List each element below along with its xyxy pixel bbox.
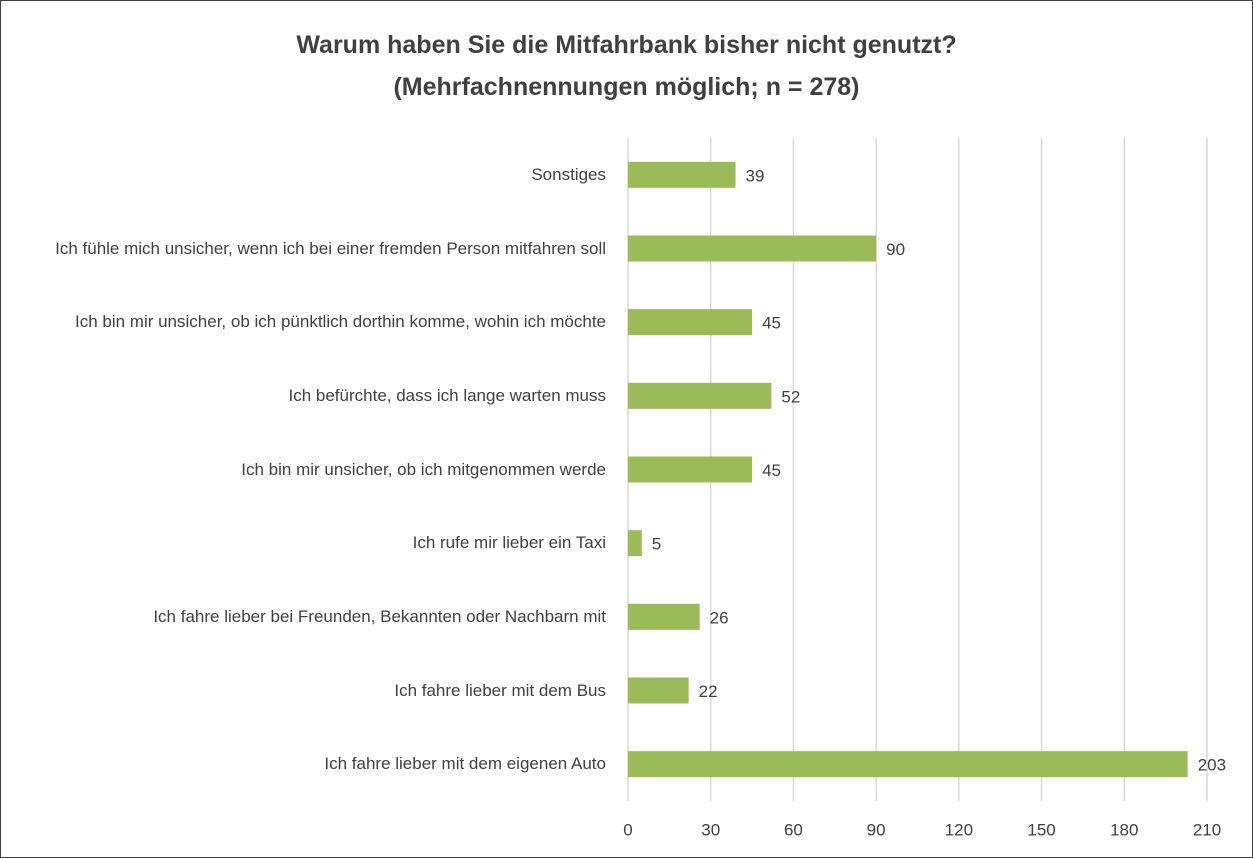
x-tick-label: 0: [623, 820, 632, 839]
data-label: 45: [762, 314, 781, 333]
y-tick-label: Ich rufe mir lieber ein Taxi: [412, 533, 606, 553]
data-label: 203: [1198, 756, 1226, 775]
data-label: 26: [710, 608, 729, 627]
y-tick-label: Ich fahre lieber mit dem eigenen Auto: [324, 754, 606, 774]
data-label: 52: [781, 387, 800, 406]
data-label: 90: [886, 240, 905, 259]
y-tick-label: Ich fahre lieber bei Freunden, Bekannten…: [153, 606, 606, 626]
bar: [628, 456, 753, 483]
data-label: 22: [699, 682, 718, 701]
bar: [628, 530, 642, 557]
bar: [628, 382, 772, 409]
x-tick-label: 30: [701, 820, 720, 839]
bar: [628, 161, 736, 188]
x-tick-label: 60: [784, 820, 803, 839]
y-tick-label: Ich bin mir unsicher, ob ich mitgenommen…: [241, 459, 606, 479]
x-tick-label: 90: [867, 820, 886, 839]
bar: [628, 677, 689, 704]
y-tick-label: Ich fühle mich unsicher, wenn ich bei ei…: [55, 238, 606, 258]
data-label: 5: [652, 535, 661, 554]
y-tick-label: Ich fahre lieber mit dem Bus: [394, 680, 606, 700]
bar: [628, 751, 1188, 778]
bar: [628, 235, 877, 262]
chart-subtitle: (Mehrfachnennungen möglich; n = 278): [393, 73, 860, 101]
x-tick-label: 120: [945, 820, 973, 839]
y-tick-label: Ich befürchte, dass ich lange warten mus…: [288, 385, 607, 405]
y-tick-label: Ich bin mir unsicher, ob ich pünktlich d…: [74, 312, 606, 332]
y-tick-label: Sonstiges: [531, 164, 606, 184]
data-label: 45: [762, 461, 781, 480]
x-tick-label: 150: [1027, 820, 1055, 839]
data-label: 39: [746, 166, 765, 185]
bar: [628, 603, 700, 630]
x-tick-label: 210: [1193, 820, 1221, 839]
chart-title: Warum haben Sie die Mitfahrbank bisher n…: [296, 31, 957, 59]
bar: [628, 309, 753, 336]
x-tick-label: 180: [1110, 820, 1138, 839]
